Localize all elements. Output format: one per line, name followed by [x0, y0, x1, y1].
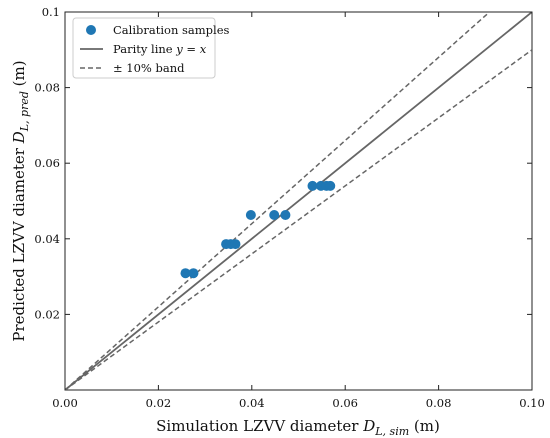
- plot-area-frame: [64, 11, 533, 391]
- ticks-layer: 0.00 0.02 0.04 0.06 0.08 0.10 0.02 0.04 0.06 0.08…: [34, 5, 544, 410]
- legend-box: [72, 17, 216, 79]
- y-axis-label-sub: L, pred: [18, 91, 31, 132]
- x-tick-label-5: 0.10: [519, 396, 545, 410]
- scatter-point-4: [230, 239, 241, 250]
- x-axis-label: Simulation LZVV diameter DL, sim (m): [156, 417, 440, 438]
- legend-label-parity-math: y = x: [175, 42, 206, 56]
- x-tick-label-1: 0.02: [146, 396, 172, 410]
- x-axis-label-sub: L, sim: [374, 425, 409, 438]
- y-axis-label-main: Predicted LZVV diameter: [10, 143, 28, 341]
- scatter-point-5: [245, 209, 256, 220]
- scatter-point-1: [188, 268, 199, 279]
- x-tick-label-3: 0.06: [332, 396, 358, 410]
- band-line-3: [65, 49, 532, 390]
- y-tick-label-1: 0.04: [34, 232, 60, 246]
- lines-layer: [65, 12, 532, 390]
- x-tick-label-2: 0.04: [239, 396, 265, 410]
- x-axis-label-var: D: [362, 417, 375, 435]
- y-axis-label: Predicted LZVV diameter DL, pred (m): [10, 60, 31, 341]
- x-tick-label-4: 0.08: [426, 396, 452, 410]
- y-tick-label-0: 0.02: [34, 307, 60, 321]
- y-tick-label-4: 0.1: [42, 5, 60, 19]
- legend: Calibration samples Parity line y = x ± …: [72, 17, 230, 79]
- legend-label-parity: Parity line y = x: [113, 42, 207, 56]
- parity-line: [65, 12, 532, 390]
- x-tick-label-0: 0.00: [52, 396, 78, 410]
- scatter-point-8: [307, 180, 318, 191]
- scatter-point-0: [180, 268, 191, 279]
- y-axis-label-var: D: [10, 131, 28, 144]
- points-layer: [180, 180, 336, 279]
- legend-label-band: ± 10% band: [113, 61, 185, 75]
- scatter-point-7: [280, 209, 291, 220]
- legend-marker-calibration: [86, 25, 96, 35]
- y-axis-label-unit: (m): [10, 60, 28, 91]
- x-axis-label-unit: (m): [409, 417, 440, 435]
- x-axis-label-main: Simulation LZVV diameter: [156, 417, 363, 435]
- band-line-2: [65, 12, 491, 390]
- legend-label-parity-text: Parity line: [113, 42, 176, 56]
- legend-label-calibration: Calibration samples: [113, 23, 230, 37]
- scatter-point-6: [269, 209, 280, 220]
- y-tick-label-3: 0.08: [34, 81, 60, 95]
- y-tick-label-2: 0.06: [34, 156, 60, 170]
- scatter-point-11: [325, 180, 336, 191]
